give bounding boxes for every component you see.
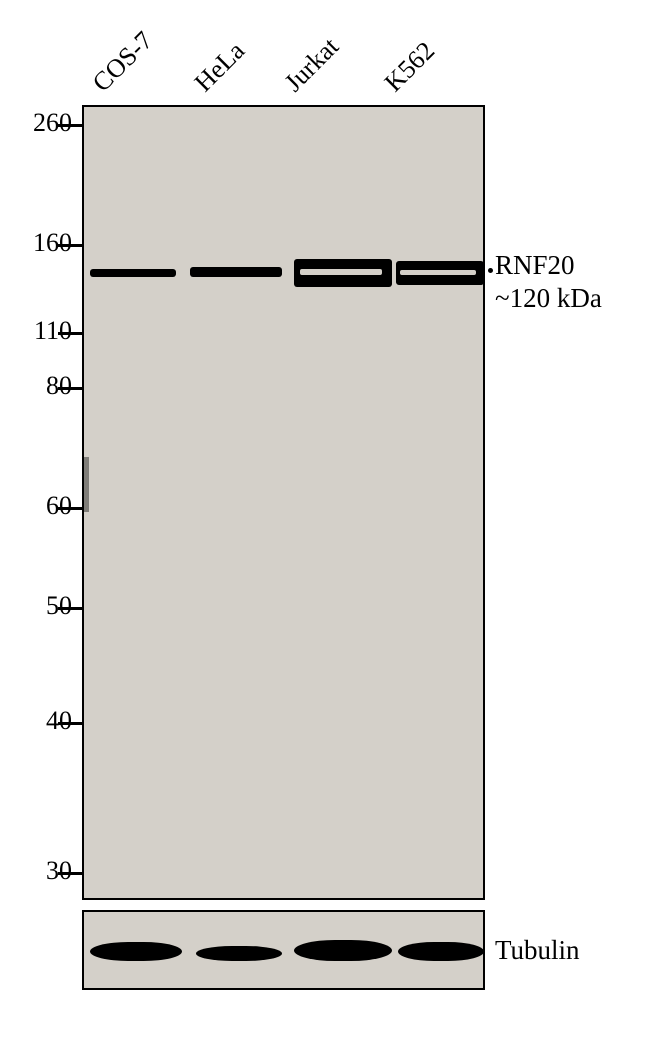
band-rnf20-lane1 xyxy=(90,269,176,277)
protein-mw-label: ~120 kDa xyxy=(495,283,602,314)
marker-tick xyxy=(58,872,82,875)
marker-tick xyxy=(58,124,82,127)
marker-60: 60 xyxy=(46,491,72,521)
tubulin-band-lane3 xyxy=(294,940,392,961)
marker-110: 110 xyxy=(34,316,72,346)
blot-inner xyxy=(84,107,483,898)
marker-80: 80 xyxy=(46,371,72,401)
tubulin-band-lane2 xyxy=(196,946,282,961)
tubulin-label: Tubulin xyxy=(495,935,580,966)
lane-label-hela: HeLa xyxy=(189,36,251,98)
protein-name-label: RNF20 xyxy=(495,250,575,281)
blot-main xyxy=(82,105,485,900)
lane-label-jurkat: Jurkat xyxy=(279,32,345,98)
marker-260: 260 xyxy=(33,108,72,138)
lane-label-k562: K562 xyxy=(379,36,441,98)
tubulin-band-lane1 xyxy=(90,942,182,961)
band-rnf20-lane3 xyxy=(294,259,392,287)
marker-tick xyxy=(58,387,82,390)
figure-container: COS-7 HeLa Jurkat K562 260 160 110 80 60… xyxy=(0,0,650,1044)
marker-50: 50 xyxy=(46,591,72,621)
marker-tick xyxy=(58,507,82,510)
tubulin-band-lane4 xyxy=(398,942,484,961)
blot-tubulin xyxy=(82,910,485,990)
marker-tick xyxy=(58,607,82,610)
marker-30: 30 xyxy=(46,856,72,886)
band-rnf20-lane4 xyxy=(396,261,483,285)
blot-artifact xyxy=(84,457,89,512)
lane-labels-row: COS-7 HeLa Jurkat K562 xyxy=(80,28,480,98)
marker-tick xyxy=(58,722,82,725)
marker-tick xyxy=(58,244,82,247)
marker-tick xyxy=(58,332,82,335)
marker-40: 40 xyxy=(46,706,72,736)
band-rnf20-lane2 xyxy=(190,267,282,277)
marker-160: 160 xyxy=(33,228,72,258)
lane-label-cos7: COS-7 xyxy=(87,26,159,98)
protein-marker-dot xyxy=(488,268,493,273)
